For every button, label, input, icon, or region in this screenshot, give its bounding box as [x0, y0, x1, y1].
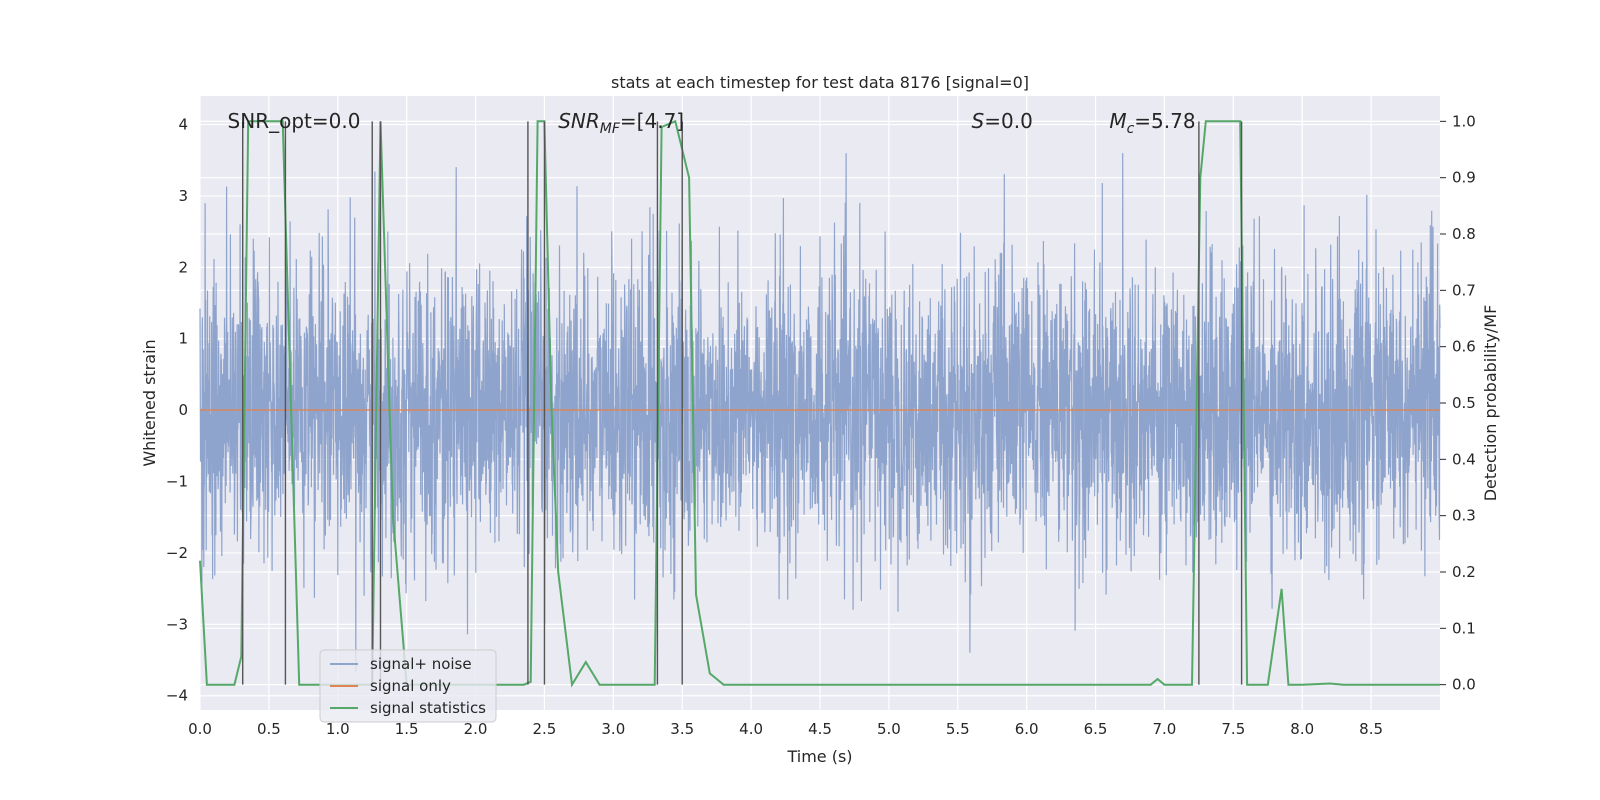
- x-tick-label: 1.0: [326, 720, 350, 738]
- annotation: Mc=5.78: [1109, 109, 1195, 137]
- legend-box: [319, 649, 497, 723]
- legend-label: signal only: [370, 677, 451, 695]
- annotation: SNRMF=[4.7]: [558, 109, 684, 137]
- y-right-axis-label: Detection probability/MF: [1481, 305, 1500, 502]
- y-left-tick-label: 1: [178, 330, 188, 348]
- y-right-tick-label: 0.7: [1452, 281, 1476, 299]
- y-right-axis-ticks: 0.0 0.1 0.2 0.3 0.4 0.5 0.6 0.7 0.8 0.9 1.0: [1440, 112, 1476, 694]
- x-tick-label: 8.5: [1359, 720, 1383, 738]
- y-right-tick-label: 0.9: [1452, 169, 1476, 187]
- x-tick-label: 3.5: [670, 720, 694, 738]
- x-tick-label: 4.0: [739, 720, 763, 738]
- vertical-markers: [242, 121, 1243, 685]
- y-right-tick-label: 0.1: [1452, 619, 1476, 637]
- y-left-axis-ticks: −4 −3 −2 −1 0 1 2 3 4: [166, 116, 188, 705]
- x-tick-label: 5.0: [877, 720, 901, 738]
- legend-label: signal statistics: [370, 699, 486, 717]
- annotations: SNR_opt=0.0 SNRMF=[4.7] S=0.0 Mc=5.78: [228, 109, 1196, 137]
- x-tick-label: 1.5: [395, 720, 419, 738]
- x-tick-label: 6.5: [1084, 720, 1108, 738]
- x-tick-label: 5.5: [946, 720, 970, 738]
- x-tick-label: 2.5: [533, 720, 557, 738]
- x-tick-label: 7.5: [1221, 720, 1245, 738]
- y-right-tick-label: 1.0: [1452, 112, 1476, 130]
- y-left-tick-label: −4: [166, 687, 188, 705]
- x-tick-label: 0.5: [257, 720, 281, 738]
- x-tick-label: 4.5: [808, 720, 832, 738]
- y-right-tick-label: 0.6: [1452, 338, 1476, 356]
- y-left-tick-label: 0: [178, 401, 188, 419]
- y-left-tick-label: 3: [178, 187, 188, 205]
- x-tick-label: 2.0: [464, 720, 488, 738]
- y-left-tick-label: −3: [166, 615, 188, 633]
- y-left-tick-label: −2: [166, 544, 188, 562]
- series-line-signal-noise: [199, 153, 1441, 672]
- y-right-tick-label: 0.2: [1452, 563, 1476, 581]
- chart-title: stats at each timestep for test data 817…: [611, 73, 1029, 92]
- y-right-tick-label: 0.3: [1452, 507, 1476, 525]
- y-left-axis-label: Whitened strain: [140, 339, 159, 466]
- legend-label: signal+ noise: [370, 655, 472, 673]
- annotation: SNR_opt=0.0: [228, 109, 361, 133]
- x-tick-label: 6.0: [1015, 720, 1039, 738]
- x-tick-label: 8.0: [1290, 720, 1314, 738]
- x-tick-label: 3.0: [601, 720, 625, 738]
- y-right-tick-label: 0.4: [1452, 450, 1476, 468]
- x-tick-label: 7.0: [1153, 720, 1177, 738]
- y-right-tick-label: 0.8: [1452, 225, 1476, 243]
- annotation: S=0.0: [972, 109, 1033, 133]
- y-left-tick-label: 2: [178, 258, 188, 276]
- x-axis-label: Time (s): [786, 747, 852, 766]
- legend: signal+ noise signal only signal statistic…: [319, 649, 497, 723]
- y-left-tick-label: 4: [178, 116, 188, 134]
- x-axis-ticks: 0.0 0.5 1.0 1.5 2.0 2.5 3.0 3.5 4.0 4.5 5.0 5.5 6.0 6…: [188, 720, 1383, 738]
- y-left-tick-label: −1: [166, 473, 188, 491]
- y-right-tick-label: 0.5: [1452, 394, 1476, 412]
- x-tick-label: 0.0: [188, 720, 212, 738]
- series-signal-noise: [199, 153, 1441, 672]
- y-right-tick-label: 0.0: [1452, 676, 1476, 694]
